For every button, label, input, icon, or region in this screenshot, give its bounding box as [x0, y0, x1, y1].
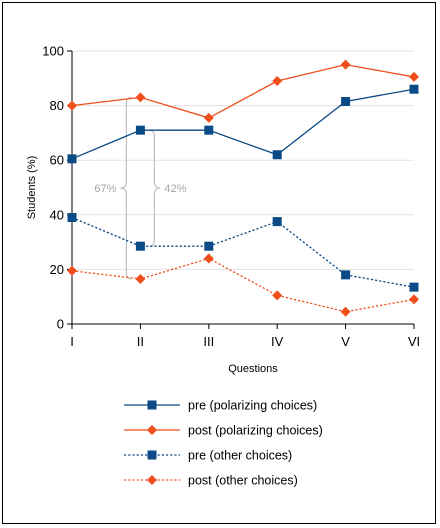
legend: pre (polarizing choices) post (polarizing… — [124, 399, 323, 488]
legend-label-2: pre (other choices) — [188, 449, 292, 463]
legend-label-3: post (other choices) — [188, 474, 298, 488]
legend-label-0: pre (polarizing choices) — [188, 399, 317, 413]
data-point-3-4 — [340, 306, 351, 317]
x-tick-label-III: III — [203, 334, 214, 349]
y-tick-label-0: 0 — [57, 317, 64, 332]
series-line-3 — [71, 257, 415, 313]
data-point-3-0 — [67, 265, 77, 276]
annotation-brace-0 — [120, 96, 132, 280]
legend-item-3: post (other choices) — [124, 474, 298, 488]
data-point-0-4 — [341, 97, 351, 107]
data-point-1-4 — [340, 59, 351, 70]
annotations: 67% 42% — [94, 96, 187, 280]
data-point-1-5 — [409, 71, 419, 82]
data-point-3-2 — [203, 253, 214, 264]
data-point-0-0 — [67, 154, 77, 164]
data-point-2-1 — [135, 241, 145, 251]
data-point-3-5 — [409, 294, 419, 305]
annotation-label-1: 42% — [164, 183, 186, 195]
data-point-3-3 — [272, 290, 283, 301]
data-point-1-3 — [272, 76, 283, 87]
data-point-0-5 — [409, 84, 419, 94]
legend-item-0: pre (polarizing choices) — [124, 399, 317, 413]
series-line-1 — [71, 63, 415, 119]
series-1 — [67, 59, 419, 123]
data-point-0-1 — [135, 125, 145, 135]
legend-item-2: pre (other choices) — [124, 449, 292, 463]
data-point-0-3 — [272, 150, 282, 160]
legend-label-1: post (polarizing choices) — [188, 424, 323, 438]
chart-frame — [2, 2, 436, 524]
gridlines — [72, 50, 414, 270]
x-tick-label-I: I — [70, 334, 74, 349]
y-tick-label-20: 20 — [50, 262, 64, 277]
data-point-0-2 — [204, 125, 214, 135]
y-tick-label-60: 60 — [50, 153, 64, 168]
data-point-1-0 — [67, 100, 77, 111]
legend-marker-3 — [147, 475, 157, 485]
legend-marker-0 — [147, 400, 157, 410]
data-point-2-4 — [341, 270, 351, 280]
series-2 — [67, 213, 419, 292]
y-tick-label-100: 100 — [42, 44, 64, 59]
data-point-2-0 — [67, 213, 77, 223]
x-tick-label-VI: VI — [408, 334, 420, 349]
series-line-0 — [71, 88, 415, 160]
annotation-brace-1 — [149, 129, 161, 247]
y-axis-title: Students (%) — [26, 156, 38, 220]
x-tick-label-IV: IV — [271, 334, 284, 349]
x-tick-label-V: V — [341, 334, 350, 349]
x-axis-title: Questions — [228, 363, 278, 375]
data-point-2-5 — [409, 282, 419, 292]
data-point-2-3 — [272, 217, 282, 227]
y-tick-label-80: 80 — [50, 98, 64, 113]
x-tick-label-II: II — [137, 334, 144, 349]
annotation-label-0: 67% — [94, 183, 116, 195]
data-point-2-2 — [204, 241, 214, 251]
data-point-1-2 — [203, 112, 214, 123]
series-layer — [67, 59, 419, 317]
data-point-3-1 — [135, 273, 146, 284]
series-3 — [67, 253, 419, 317]
data-point-1-1 — [135, 92, 146, 103]
y-tick-label-40: 40 — [50, 207, 64, 222]
legend-marker-2 — [147, 450, 157, 460]
legend-marker-1 — [147, 425, 157, 435]
legend-item-1: post (polarizing choices) — [124, 424, 323, 438]
series-0 — [67, 84, 419, 164]
